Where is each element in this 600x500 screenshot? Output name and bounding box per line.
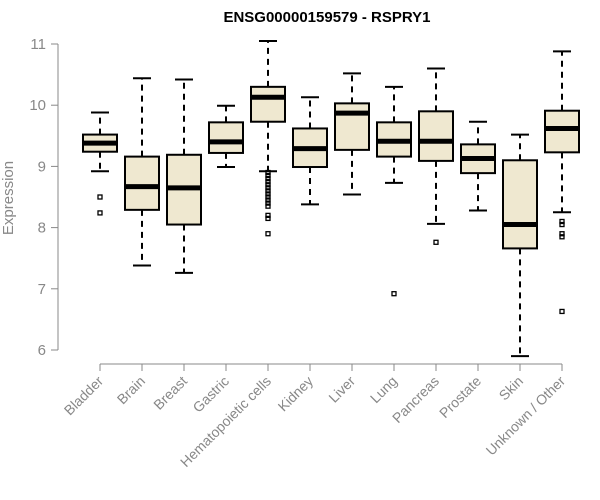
x-tick-label: Bladder: [61, 373, 107, 419]
outlier-point: [559, 218, 565, 225]
box-group: [502, 133, 538, 358]
y-tick-label: 7: [38, 281, 46, 298]
y-tick-label: 8: [38, 220, 46, 237]
outlier-point: [265, 191, 271, 197]
outlier-point: [265, 169, 271, 176]
y-tick-label: 11: [30, 36, 46, 53]
x-tick-label: Liver: [325, 373, 358, 406]
iqr-box: [208, 121, 244, 154]
y-tick-label: 6: [38, 342, 46, 359]
boxes-layer: [82, 39, 580, 358]
outlier-point: [559, 234, 565, 240]
outlier-point: [265, 231, 271, 237]
x-tick-label: Prostate: [436, 373, 484, 421]
y-tick-label: 9: [38, 158, 46, 175]
y-tick-label: 10: [29, 97, 46, 114]
box-group: [208, 104, 244, 169]
box-group: [292, 96, 328, 206]
outlier-point: [265, 194, 271, 200]
iqr-box: [250, 85, 286, 123]
outlier-point: [265, 197, 271, 203]
outlier-point: [265, 179, 271, 185]
outlier-point: [433, 239, 439, 245]
iqr-box: [124, 155, 160, 211]
iqr-box: [418, 110, 454, 162]
x-tick-label: Breast: [150, 373, 190, 413]
outlier-point: [97, 210, 103, 216]
box-group: [418, 67, 454, 245]
y-axis-label: Expression: [0, 161, 17, 235]
outlier-point: [97, 194, 103, 200]
chart-title: ENSG00000159579 - RSPRY1: [223, 9, 430, 26]
outlier-point: [265, 182, 271, 188]
box-group: [460, 120, 496, 212]
box-group: [376, 85, 412, 297]
box-group: [124, 77, 160, 267]
box-group: [82, 111, 118, 216]
outlier-point: [265, 215, 271, 222]
outlier-point: [265, 185, 271, 191]
x-tick-label: Pancreas: [389, 373, 442, 426]
box-group: [334, 72, 370, 196]
box-group: [166, 78, 202, 274]
iqr-box: [334, 102, 370, 151]
x-tick-label: Lung: [367, 373, 400, 406]
outlier-point: [265, 203, 271, 209]
outlier-point: [559, 231, 565, 237]
box-group: [544, 50, 580, 315]
outlier-point: [559, 221, 565, 228]
outlier-point: [391, 291, 397, 297]
x-tick-label: Unknown / Other: [483, 373, 569, 459]
box-group: [250, 39, 286, 237]
outlier-point: [265, 175, 271, 182]
iqr-box: [502, 159, 538, 250]
outlier-point: [559, 308, 565, 315]
outlier-point: [265, 188, 271, 194]
outlier-point: [265, 172, 271, 179]
outlier-point: [265, 200, 271, 206]
iqr-box: [544, 109, 580, 154]
outlier-point: [265, 212, 271, 219]
x-tick-label: Skin: [496, 373, 527, 404]
x-tick-label: Kidney: [275, 373, 317, 415]
x-tick-label: Brain: [114, 373, 148, 407]
